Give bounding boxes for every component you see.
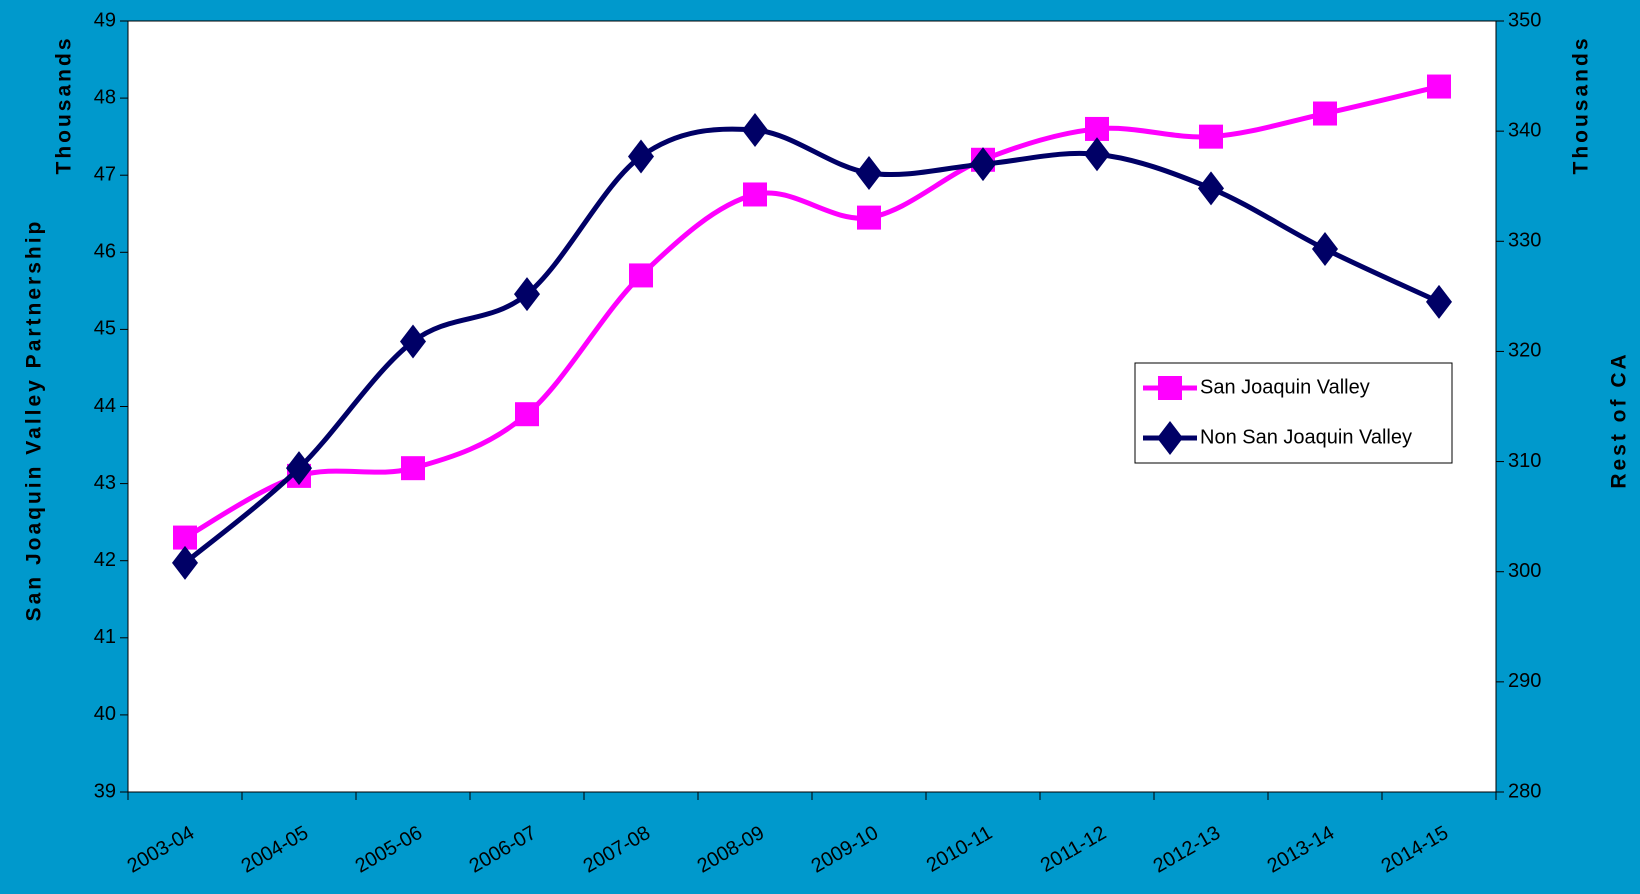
marker bbox=[172, 545, 198, 580]
x-tick-label: 2004-05 bbox=[238, 822, 313, 878]
marker bbox=[629, 263, 653, 288]
marker bbox=[400, 324, 426, 359]
y2-tick-label: 340 bbox=[1508, 119, 1541, 141]
y-tick-label: 42 bbox=[94, 549, 116, 571]
legend-label: Non San Joaquin Valley bbox=[1200, 426, 1412, 448]
marker bbox=[742, 113, 768, 148]
y2-tick-label: 290 bbox=[1508, 670, 1541, 692]
y2-tick-label: 280 bbox=[1508, 780, 1541, 802]
y-tick-label: 47 bbox=[94, 163, 116, 185]
marker bbox=[1312, 231, 1338, 266]
marker bbox=[628, 139, 654, 174]
marker bbox=[515, 402, 539, 427]
legend-label: San Joaquin Valley bbox=[1200, 376, 1370, 398]
y-tick-label: 46 bbox=[94, 241, 116, 263]
y-tick-label: 45 bbox=[94, 318, 116, 340]
x-tick-label: 2007-08 bbox=[580, 822, 655, 878]
marker bbox=[1158, 376, 1182, 400]
y-tick-label: 41 bbox=[94, 626, 116, 648]
y-axis-unit: Thousands bbox=[53, 35, 76, 174]
y-tick-label: 49 bbox=[94, 9, 116, 31]
y2-tick-label: 330 bbox=[1508, 230, 1541, 252]
marker bbox=[1426, 284, 1452, 319]
marker bbox=[173, 525, 197, 550]
y2-axis-unit: Thousands bbox=[1570, 35, 1593, 174]
y-tick-label: 40 bbox=[94, 703, 116, 725]
x-tick-label: 2003-04 bbox=[124, 822, 199, 878]
y-tick-label: 44 bbox=[94, 395, 116, 417]
x-tick-label: 2011-12 bbox=[1037, 822, 1110, 877]
marker bbox=[1198, 171, 1224, 206]
y-axis-label: San Joaquin Valley Partnership bbox=[23, 219, 46, 622]
x-tick-label: 2006-07 bbox=[466, 822, 541, 878]
marker bbox=[1199, 124, 1223, 149]
marker bbox=[1084, 137, 1110, 172]
marker bbox=[1313, 101, 1337, 126]
y2-tick-label: 310 bbox=[1508, 450, 1541, 472]
x-tick-label: 2014-15 bbox=[1378, 822, 1453, 878]
x-tick-label: 2013-14 bbox=[1264, 822, 1339, 878]
marker bbox=[1085, 116, 1109, 141]
y2-axis-label: Rest of CA bbox=[1608, 351, 1631, 488]
marker bbox=[856, 155, 882, 190]
y-tick-label: 43 bbox=[94, 472, 116, 494]
y-tick-label: 39 bbox=[94, 780, 116, 802]
marker bbox=[286, 451, 312, 486]
x-tick-label: 2009-10 bbox=[808, 822, 883, 878]
marker bbox=[857, 205, 881, 230]
y2-tick-label: 350 bbox=[1508, 9, 1541, 31]
y-tick-label: 48 bbox=[94, 86, 116, 108]
x-tick-label: 2005-06 bbox=[352, 822, 427, 878]
marker bbox=[743, 182, 767, 207]
x-tick-label: 2008-09 bbox=[694, 822, 769, 878]
legend-box bbox=[1134, 362, 1453, 464]
x-tick-label: 2010-11 bbox=[923, 822, 996, 877]
y2-tick-label: 300 bbox=[1508, 560, 1541, 582]
marker bbox=[401, 456, 425, 481]
marker bbox=[1157, 421, 1183, 455]
marker bbox=[514, 277, 540, 312]
marker bbox=[1427, 74, 1451, 99]
marker bbox=[970, 147, 996, 182]
x-tick-label: 2012-13 bbox=[1150, 822, 1225, 878]
y2-tick-label: 320 bbox=[1508, 340, 1541, 362]
